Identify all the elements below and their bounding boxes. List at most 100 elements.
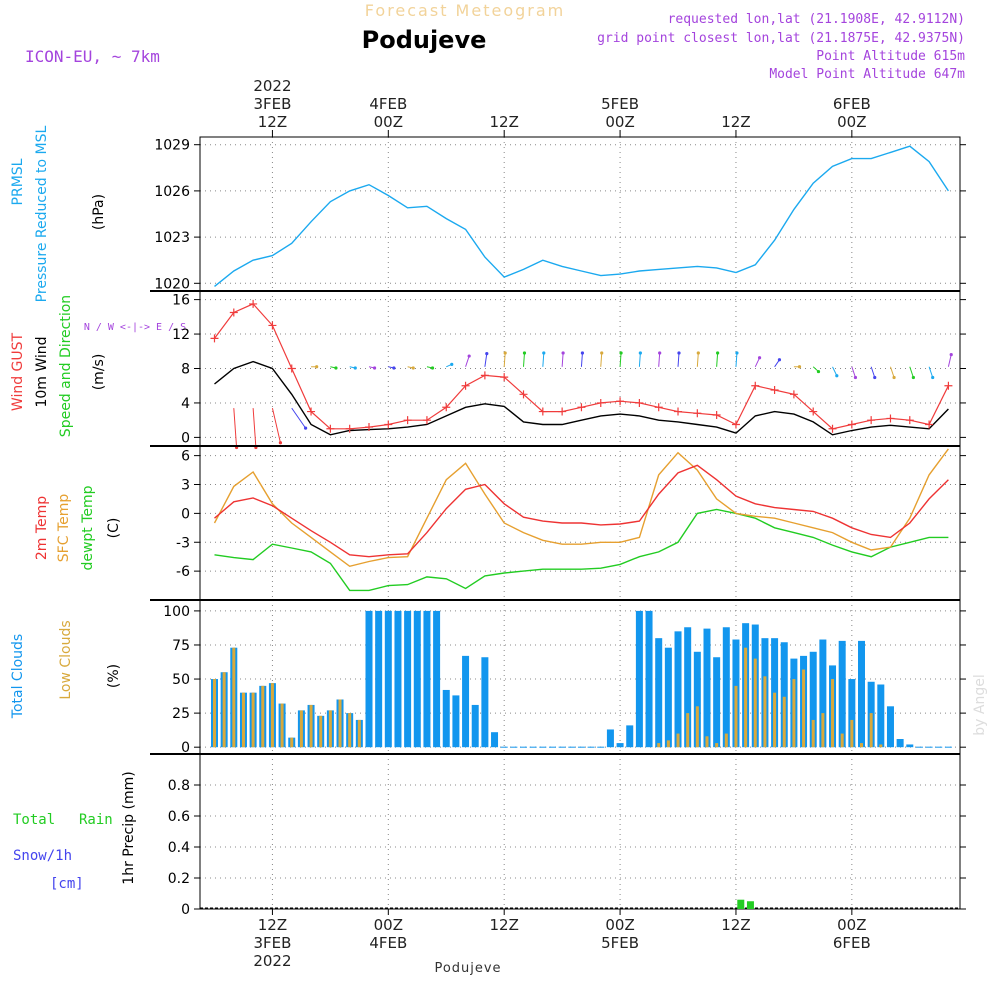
wind-arrow-head xyxy=(411,366,415,370)
y-tick-label: 75 xyxy=(172,638,190,654)
wind-unit: (m/s) xyxy=(91,354,107,391)
top-tick-label: 2022 xyxy=(253,77,291,95)
low-cloud-bar xyxy=(232,647,236,748)
sfc-temp-label: SFC Temp xyxy=(56,494,72,563)
gust-marker xyxy=(326,424,335,433)
panels-group: 1020 1023 1026 1029 0 4 8 12 16 -6 -3 0 3 6 0 25 50 75 100… xyxy=(154,136,966,918)
low-cloud-bar xyxy=(348,713,352,748)
wind-arrow-head xyxy=(278,441,283,445)
y-tick-label: 50 xyxy=(172,672,190,688)
gust-marker xyxy=(249,299,258,308)
wind-arrow-head xyxy=(430,366,435,370)
low-cloud-bar xyxy=(222,672,226,748)
low-cloud-bar xyxy=(782,696,786,748)
total-cloud-bar xyxy=(906,744,914,748)
wind-arrow-head xyxy=(931,375,935,380)
total-clouds-label: Total Clouds xyxy=(10,634,26,719)
wind-arrow-head xyxy=(467,354,471,358)
gust-marker xyxy=(693,409,702,418)
top-tick-label: 00Z xyxy=(837,113,866,131)
total-cloud-bar xyxy=(703,628,711,748)
wind-arrow-head xyxy=(716,351,720,355)
bottom-tick-label: 00Z xyxy=(374,916,403,934)
total-cloud-bar xyxy=(848,679,856,748)
wind-arrow xyxy=(638,352,641,367)
low-cloud-bar xyxy=(705,736,709,748)
gust-marker xyxy=(287,364,296,373)
location-title: Podujeve xyxy=(362,26,487,54)
bottom-tick-label: 12Z xyxy=(721,916,750,934)
wind-10m-label: 10m Wind xyxy=(34,336,50,407)
low-cloud-bar xyxy=(657,743,661,748)
total-cloud-bar xyxy=(606,729,614,748)
bottom-tick-label: 6FEB xyxy=(833,934,871,952)
gust-marker xyxy=(210,334,219,343)
wind-arrow-head xyxy=(522,351,527,355)
y-tick-label: 0.8 xyxy=(168,778,190,794)
gust-marker xyxy=(538,407,547,416)
wind-arrow xyxy=(677,352,680,367)
gust-marker xyxy=(558,407,567,416)
total-cloud-bar xyxy=(616,743,624,748)
y-tick-label: 16 xyxy=(172,293,190,309)
total-cloud-bar xyxy=(819,639,827,748)
total-cloud-bar xyxy=(423,610,431,748)
wind-arrow xyxy=(947,354,952,367)
gust-marker xyxy=(403,416,412,425)
total-cloud-bar xyxy=(462,655,470,748)
top-tick-label: 5FEB xyxy=(601,95,639,113)
gust-marker xyxy=(229,308,238,317)
wind-arrow-head xyxy=(853,375,858,380)
low-cloud-bar xyxy=(270,683,274,748)
grid-point-coords: grid point closest lon,lat (21.1875E, 42… xyxy=(597,31,965,46)
gust-marker xyxy=(789,390,798,399)
y-tick-label: 6 xyxy=(181,449,190,465)
total-cloud-bar xyxy=(838,640,846,748)
total-cloud-bar xyxy=(674,631,682,748)
wind-arrow-head xyxy=(392,366,396,370)
prmsl-label-sub: Pressure Reduced to MSL xyxy=(34,125,50,302)
total-cloud-bar xyxy=(780,642,788,748)
top-tick-label: 12Z xyxy=(258,113,287,131)
total-cloud-bar xyxy=(433,610,441,748)
clouds-unit: (%) xyxy=(106,664,122,688)
wind-arrow xyxy=(658,352,661,367)
low-clouds-label: Low Clouds xyxy=(58,620,74,699)
wind-arrow-head xyxy=(542,351,546,355)
bottom-tick-label: 4FEB xyxy=(369,934,407,952)
low-cloud-bar xyxy=(879,744,883,748)
total-label: Total xyxy=(13,812,55,828)
panel-0: 1020 1023 1026 1029 xyxy=(154,136,966,292)
y-tick-label: 1020 xyxy=(154,276,190,292)
gust-marker xyxy=(461,381,470,390)
y-tick-label: 0.2 xyxy=(168,871,190,887)
total-cloud-bar xyxy=(645,610,653,748)
y-tick-label: 4 xyxy=(181,396,190,412)
gust-marker xyxy=(809,407,818,416)
temp2m-line xyxy=(214,464,949,558)
total-cloud-bar xyxy=(886,706,894,748)
low-cloud-bar xyxy=(831,679,835,748)
gust-marker xyxy=(596,398,605,407)
wind-arrow-head xyxy=(638,351,642,355)
gust-marker xyxy=(847,420,856,429)
wind-arrow xyxy=(909,366,914,378)
wind-arrow xyxy=(870,366,876,378)
wind-arrow-head xyxy=(580,351,585,355)
low-cloud-bar xyxy=(811,719,815,748)
footer-location: Podujeve xyxy=(434,961,501,976)
bottom-tick-label: 12Z xyxy=(490,916,519,934)
low-cloud-bar xyxy=(715,743,719,748)
low-cloud-bar xyxy=(299,710,303,748)
top-tick-label: 00Z xyxy=(605,113,634,131)
total-cloud-bar xyxy=(664,647,672,748)
top-tick-label: 00Z xyxy=(374,113,403,131)
wind-arrow-head xyxy=(835,374,839,378)
y-tick-label: -3 xyxy=(176,535,190,551)
y-tick-label: 0.6 xyxy=(168,809,190,825)
gust-marker xyxy=(674,407,683,416)
wind-arrow xyxy=(928,366,934,378)
panel-4: 0 0.2 0.4 0.6 0.8 xyxy=(168,753,966,918)
watermark: by Angel xyxy=(972,674,988,735)
